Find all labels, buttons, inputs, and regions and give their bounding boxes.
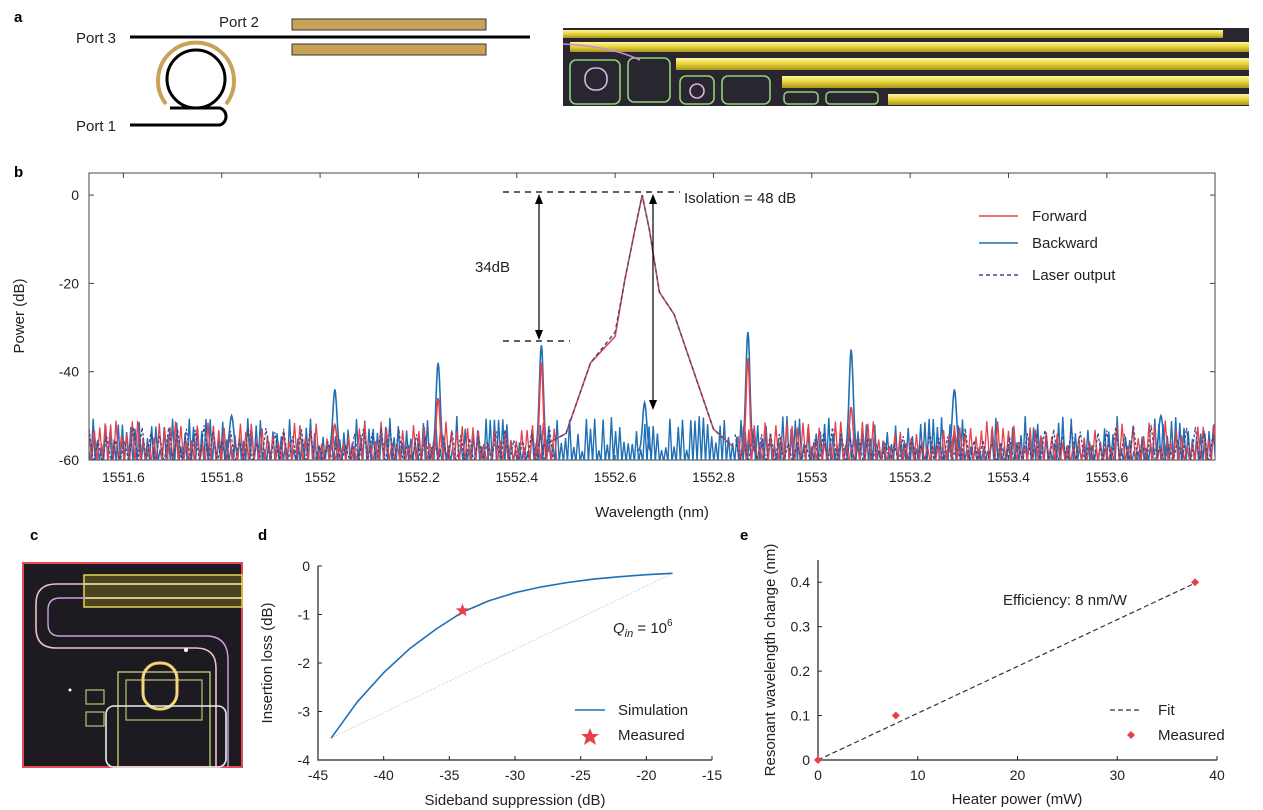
x-tick-label: -45 (308, 767, 328, 783)
sideband-annotation: 34dB (475, 259, 510, 276)
legend-forward: Forward (1032, 208, 1087, 225)
e-y-tick-labels: 0 0.1 0.2 0.3 0.4 (791, 574, 811, 768)
series-forward (327, 194, 962, 453)
heater-top (291, 18, 487, 31)
spectrum-y-tick-labels: 0 -20 -40 -60 (59, 187, 79, 468)
x-tick-label: 1553.4 (987, 469, 1030, 485)
x-tick-label: -30 (505, 767, 525, 783)
insertion-loss-plot: -45 -40 -35 -30 -25 -20 -15 0 -1 -2 -3 -4 Qin = 10… (259, 558, 722, 809)
panel-label-e: e (740, 527, 748, 544)
e-x-label: Heater power (mW) (952, 791, 1083, 808)
d-y-tick-labels: 0 -1 -2 -3 -4 (298, 558, 311, 768)
spectrum-plot: 1551.6 1551.8 1552 1552.2 1552.4 1552.6 1552.8… (11, 172, 1216, 521)
panel-label-b: b (14, 164, 23, 181)
x-tick-label: 1551.6 (102, 469, 145, 485)
d-x-label: Sideband suppression (dB) (425, 792, 606, 809)
spectrum-x-label: Wavelength (nm) (595, 504, 709, 521)
point-measured-star (455, 603, 470, 617)
y-tick-label: -40 (59, 364, 79, 380)
device-schematic: Port 3 Port 2 Port 1 (76, 14, 530, 135)
legend-measured-e: Measured (1158, 727, 1225, 744)
y-tick-label: -3 (298, 704, 311, 720)
port2-label: Port 2 (219, 14, 259, 31)
x-tick-label: 0 (814, 767, 822, 783)
x-tick-label: -35 (439, 767, 459, 783)
d-legend: Simulation Measured (575, 702, 688, 745)
spectrum-y-label: Power (dB) (11, 278, 28, 353)
x-tick-label: -25 (571, 767, 591, 783)
q-annotation: Qin = 106 (613, 618, 673, 640)
drop-waveguide (130, 106, 228, 127)
x-tick-label: 1553 (796, 469, 827, 485)
tuning-plot: 0 10 20 30 40 0 0.1 0.2 0.3 0.4 Efficiency: 8 nm… (762, 544, 1225, 808)
y-tick-label: 0.1 (791, 708, 811, 724)
port3-label: Port 3 (76, 30, 116, 47)
spectrum-frame (88, 172, 1216, 461)
x-tick-label: 40 (1209, 767, 1225, 783)
legend-backward: Backward (1032, 235, 1098, 252)
series-backward (222, 331, 1169, 452)
x-tick-label: 1552.4 (495, 469, 538, 485)
y-tick-label: 0 (71, 187, 79, 203)
series-measured-e (814, 578, 1200, 764)
heater-bottom (291, 43, 487, 56)
heater-micrograph (22, 562, 243, 768)
panel-label-d: d (258, 527, 267, 544)
port1-label: Port 1 (76, 118, 116, 135)
y-tick-label: -2 (298, 655, 311, 671)
spectrum-x-tick-labels: 1551.6 1551.8 1552 1552.2 1552.4 1552.6 1552.8… (102, 469, 1128, 485)
x-tick-label: 30 (1109, 767, 1125, 783)
spectrum-legend: Forward Backward Laser output (979, 208, 1116, 284)
e-y-label: Resonant wavelength change (nm) (762, 544, 779, 777)
y-tick-label: 0.3 (791, 619, 811, 635)
y-tick-label: 0.2 (791, 663, 811, 679)
x-tick-label: 1553.6 (1085, 469, 1128, 485)
e-x-tick-labels: 0 10 20 30 40 (814, 767, 1225, 783)
x-tick-label: -20 (636, 767, 656, 783)
x-tick-label: 1552.2 (397, 469, 440, 485)
y-tick-label: 0 (802, 752, 810, 768)
d-reference-line (330, 572, 673, 739)
y-tick-label: -1 (298, 607, 311, 623)
isolation-annotation: Isolation = 48 dB (684, 190, 796, 207)
ring-heater (156, 40, 236, 106)
legend-simulation: Simulation (618, 702, 688, 719)
series-fit (817, 581, 1198, 761)
y-tick-label: -4 (298, 752, 311, 768)
d-y-label: Insertion loss (dB) (259, 603, 276, 724)
legend-fit: Fit (1158, 702, 1175, 719)
x-tick-label: -15 (702, 767, 722, 783)
measured-point (814, 756, 822, 764)
legend-laser-output: Laser output (1032, 267, 1116, 284)
y-tick-label: 0.4 (791, 574, 811, 590)
y-tick-label: 0 (302, 558, 310, 574)
x-tick-label: 10 (910, 767, 926, 783)
x-tick-label: 1551.8 (200, 469, 243, 485)
x-tick-label: -40 (374, 767, 394, 783)
panel-label-a: a (14, 9, 23, 26)
measured-point (891, 711, 900, 720)
legend-measured-d: Measured (618, 727, 685, 744)
x-tick-label: 1552.6 (594, 469, 637, 485)
series-laser-output (541, 194, 734, 448)
y-tick-label: -60 (59, 452, 79, 468)
efficiency-annotation: Efficiency: 8 nm/W (1003, 592, 1128, 609)
series-laser-noise (89, 424, 1215, 460)
e-legend: Fit Measured (1110, 702, 1225, 744)
series-simulation (330, 572, 673, 739)
panel-label-c: c (30, 527, 38, 544)
x-tick-label: 1553.2 (889, 469, 932, 485)
device-micrograph (562, 28, 1249, 106)
ring-resonator (165, 48, 227, 110)
x-tick-label: 1552.8 (692, 469, 735, 485)
measured-point (1191, 578, 1200, 587)
d-x-tick-labels: -45 -40 -35 -30 -25 -20 -15 (308, 767, 722, 783)
x-tick-label: 20 (1010, 767, 1026, 783)
y-tick-label: -20 (59, 275, 79, 291)
x-tick-label: 1552 (305, 469, 336, 485)
